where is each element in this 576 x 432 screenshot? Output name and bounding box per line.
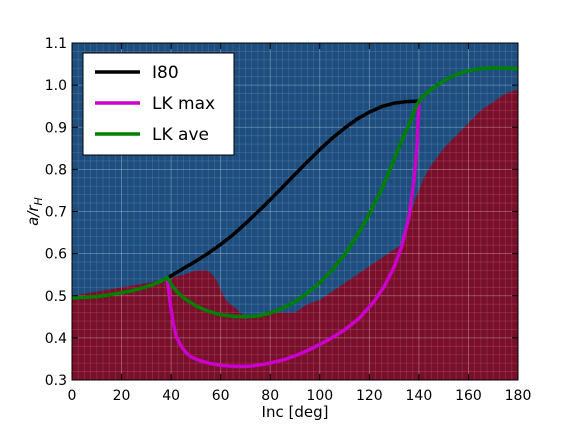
x-tick-label: 80: [261, 388, 279, 404]
y-tick-label: 0.9: [45, 120, 67, 136]
x-tick-label: 40: [162, 388, 180, 404]
x-axis-title: Inc [deg]: [262, 403, 329, 421]
y-tick-label: 0.4: [45, 331, 67, 347]
y-axis-title-main: a/r: [24, 205, 42, 226]
y-tick-label: 1.0: [45, 78, 67, 94]
x-tick-label: 140: [406, 388, 433, 404]
x-tick-label: 180: [505, 388, 532, 404]
y-tick-label: 1.1: [45, 36, 67, 52]
y-tick-label: 0.3: [45, 373, 67, 389]
x-tick-label: 100: [306, 388, 333, 404]
x-tick-label: 60: [212, 388, 230, 404]
x-tick-label: 0: [68, 388, 77, 404]
legend: I80 LK max LK ave: [82, 52, 235, 156]
legend-label: LK ave: [152, 125, 209, 145]
unstable-region: [72, 89, 518, 380]
series-line-2: [72, 66, 518, 319]
legend-label: LK max: [152, 94, 215, 114]
series-line-1: [165, 102, 421, 369]
y-axis-title: a/rH: [24, 197, 45, 226]
y-tick-label: 0.7: [45, 205, 67, 221]
x-tick-label: 20: [113, 388, 131, 404]
legend-label: I80: [152, 63, 179, 83]
y-tick-label: 0.5: [45, 289, 67, 305]
series-line-0: [164, 99, 421, 281]
y-axis: 0.3 0.4 0.5 0.6 0.7 0.8 0.9 1.0 1.1: [45, 36, 518, 389]
y-axis-title-subscript: H: [32, 197, 45, 205]
y-tick-label: 0.6: [45, 247, 67, 263]
x-tick-label: 160: [455, 388, 482, 404]
x-axis: 0 20 40 60 80 100 120 140 160 180: [68, 43, 532, 404]
y-tick-label: 0.8: [45, 162, 67, 178]
x-tick-label: 120: [356, 388, 383, 404]
